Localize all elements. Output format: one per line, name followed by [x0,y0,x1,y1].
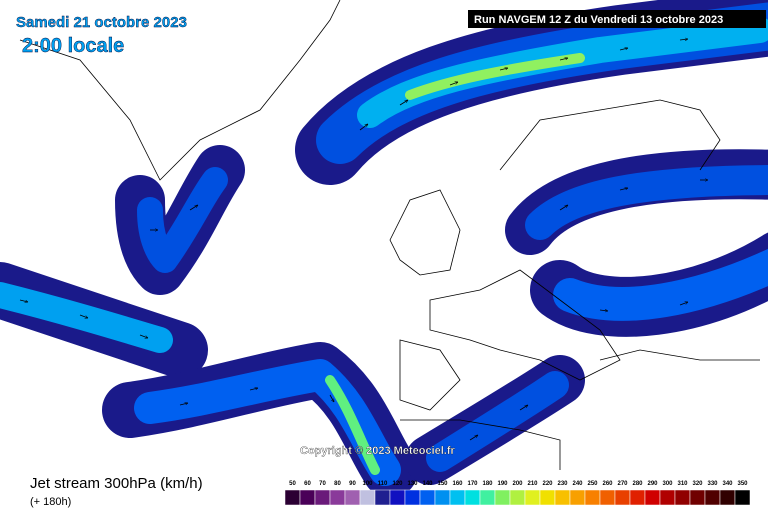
legend-label: 230 [557,481,568,487]
legend-swatch [539,489,556,506]
legend-label: 50 [289,481,296,487]
legend-label: 320 [692,481,703,487]
legend-swatch [404,489,421,506]
legend-swatch [584,489,601,506]
legend-swatch [719,489,736,506]
legend-swatch [659,489,676,506]
legend-swatch [434,489,451,506]
legend-swatch [524,489,541,506]
coastlines [19,0,760,470]
legend-label: 220 [542,481,553,487]
legend-swatch [464,489,481,506]
footer-title: Jet stream 300hPa (km/h) [30,475,203,492]
legend-swatch [569,489,586,506]
legend-swatch [554,489,571,506]
legend-label: 150 [437,481,448,487]
legend-swatch [284,489,301,506]
legend-swatch [374,489,391,506]
legend-label: 90 [349,481,356,487]
legend-swatch [614,489,631,506]
legend-label: 280 [632,481,643,487]
legend-label: 260 [602,481,613,487]
legend-label: 130 [407,481,418,487]
legend-label: 60 [304,481,311,487]
legend-label: 70 [319,481,326,487]
legend-label: 210 [527,481,538,487]
legend-label: 100 [362,481,373,487]
time: 2:00 locale [22,35,124,57]
legend-label: 200 [512,481,523,487]
legend-label: 290 [647,481,658,487]
legend-label: 330 [707,481,718,487]
legend-label: 140 [422,481,433,487]
legend-label: 190 [497,481,508,487]
run: Run NAVGEM 12 Z du Vendredi 13 octobre 2… [474,14,723,26]
legend: 50 60 70 80 90 100 110 120 130 140 150 160 170 180 190… [284,481,751,506]
legend-swatch [479,489,496,506]
copyright: Copyright © 2023 Meteociel.fr [300,445,456,457]
wind-arrows [19,39,708,441]
legend-swatch [509,489,526,506]
legend-label: 270 [617,481,628,487]
legend-label: 240 [572,481,583,487]
map-area [0,0,768,498]
legend-label: 340 [722,481,733,487]
legend-swatch [599,489,616,506]
legend-swatch [359,489,376,506]
date: Samedi 21 octobre 2023 [16,14,187,31]
legend-swatch [494,489,511,506]
legend-swatch [644,489,661,506]
legend-label: 160 [452,481,463,487]
run-box [468,10,766,28]
legend-label: 310 [677,481,688,487]
jet-streams [0,0,768,498]
legend-swatch [689,489,706,506]
legend-swatch [734,489,751,506]
legend-swatch [419,489,436,506]
legend-label: 80 [334,481,341,487]
legend-label: 180 [482,481,493,487]
legend-label: 300 [662,481,673,487]
legend-swatch [629,489,646,506]
legend-swatch [674,489,691,506]
legend-swatch [344,489,361,506]
legend-label: 120 [392,481,403,487]
legend-swatch [314,489,331,506]
legend-label: 250 [587,481,598,487]
legend-swatch [329,489,346,506]
legend-swatch [449,489,466,506]
legend-label: 110 [378,481,388,487]
legend-label: 170 [467,481,478,487]
legend-label: 350 [737,481,748,487]
legend-swatch [389,489,406,506]
footer-subtitle: (+ 180h) [30,496,71,508]
legend-swatch [299,489,316,506]
legend-swatch [704,489,721,506]
